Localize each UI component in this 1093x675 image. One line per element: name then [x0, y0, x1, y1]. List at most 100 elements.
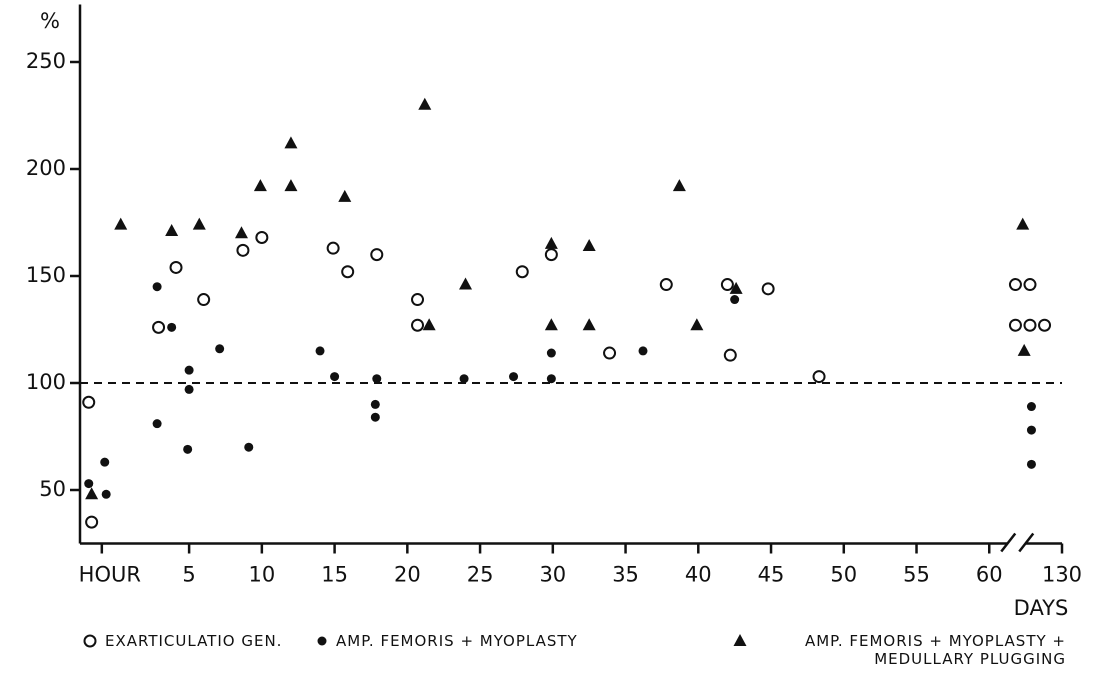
y-tick-label: 100 [26, 370, 66, 394]
point [672, 179, 686, 192]
x-tick-label: 15 [321, 563, 348, 587]
point [509, 372, 519, 382]
x-tick-label: 55 [903, 563, 930, 587]
point [253, 179, 267, 192]
legend-marker [733, 634, 747, 646]
point [370, 399, 380, 409]
point [85, 487, 99, 500]
point [284, 136, 298, 149]
point [603, 346, 617, 360]
point [326, 241, 340, 255]
point [411, 293, 425, 307]
point [184, 365, 194, 375]
point [152, 282, 162, 292]
axis-break [1018, 532, 1035, 553]
y-tick-label: 150 [26, 263, 66, 287]
x-tick-label: 45 [758, 563, 785, 587]
y-tick-label: 250 [26, 49, 66, 73]
legend-label: EXARTICULATIO GEN. [105, 632, 283, 650]
point [729, 281, 743, 294]
point [234, 226, 248, 239]
x-tick-label: 25 [467, 563, 494, 587]
point [546, 348, 556, 358]
x-tick-label: 30 [539, 563, 566, 587]
point [372, 374, 382, 384]
point [244, 442, 254, 452]
point [1016, 217, 1030, 230]
point [370, 412, 380, 422]
point [101, 489, 111, 499]
point [197, 293, 211, 307]
point [515, 265, 529, 279]
point [659, 278, 673, 292]
point [315, 346, 325, 356]
point [167, 322, 177, 332]
point [812, 370, 826, 384]
point [1026, 425, 1036, 435]
legend-label: AMP. FEMORIS + MYOPLASTY + MEDULLARY PLU… [804, 632, 1066, 668]
point [152, 320, 166, 334]
x-tick-label: HOUR [79, 563, 141, 587]
point [85, 515, 99, 529]
point [114, 217, 128, 230]
point [1038, 318, 1052, 332]
point [215, 344, 225, 354]
point [184, 384, 194, 394]
point [338, 189, 352, 202]
point [1026, 459, 1036, 469]
point [236, 243, 250, 257]
point [411, 318, 425, 332]
x-tick-label: 5 [182, 563, 195, 587]
point [730, 295, 740, 305]
point [1023, 318, 1037, 332]
point [192, 217, 206, 230]
point [459, 374, 469, 384]
point [370, 248, 384, 262]
legend-marker [317, 636, 327, 646]
x-tick-label: 60 [976, 563, 1003, 587]
point [459, 277, 473, 290]
point [341, 265, 355, 279]
point [255, 230, 269, 244]
x-tick-label: 50 [830, 563, 857, 587]
point [544, 236, 558, 249]
point [582, 318, 596, 331]
point [84, 479, 94, 489]
x-tick-label: 40 [685, 563, 712, 587]
point [546, 374, 556, 384]
point [1017, 343, 1031, 356]
point [761, 282, 775, 296]
x-tick-label: 130 [1042, 563, 1082, 587]
point [638, 346, 648, 356]
point [82, 395, 96, 409]
y-tick-label: 200 [26, 156, 66, 180]
point [100, 457, 110, 467]
point [183, 444, 193, 454]
x-axis-label: DAYS [1014, 596, 1069, 620]
y-axis-label: % [40, 9, 60, 33]
point [330, 372, 340, 382]
point [1023, 278, 1037, 292]
point [690, 318, 704, 331]
point [582, 239, 596, 252]
y-tick-label: 50 [39, 477, 66, 501]
point [544, 318, 558, 331]
x-tick-label: 35 [612, 563, 639, 587]
point [422, 318, 436, 331]
point [723, 348, 737, 362]
point [284, 179, 298, 192]
point [544, 248, 558, 262]
axis-break [1000, 532, 1017, 553]
point [165, 224, 179, 237]
legend-marker [83, 634, 97, 648]
point [1026, 402, 1036, 412]
x-tick-label: 20 [394, 563, 421, 587]
point [418, 97, 432, 110]
point [1008, 318, 1022, 332]
point [720, 278, 734, 292]
point [1008, 278, 1022, 292]
legend-label: AMP. FEMORIS + MYOPLASTY [336, 632, 578, 650]
x-tick-label: 10 [248, 563, 275, 587]
